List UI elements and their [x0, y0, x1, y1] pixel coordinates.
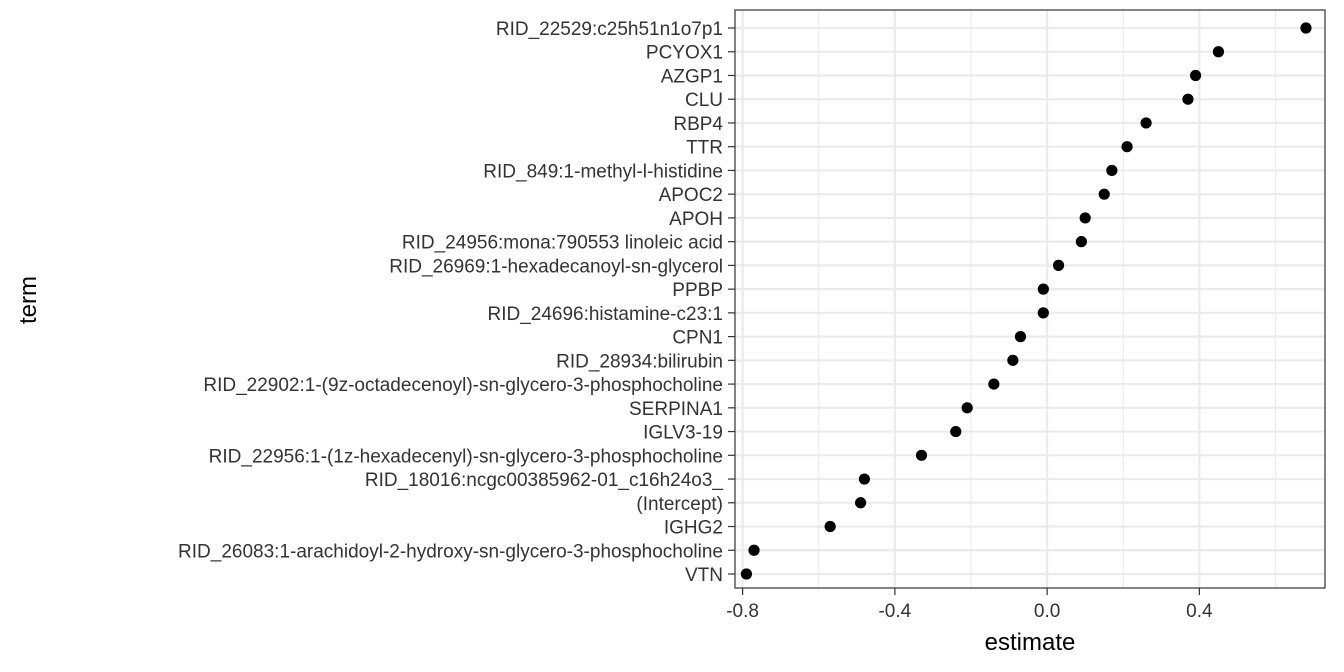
- y-tick-label: IGHG2: [664, 518, 723, 539]
- data-point: [1140, 117, 1152, 129]
- data-point: [1075, 236, 1087, 248]
- data-point: [1052, 259, 1065, 271]
- y-tick-label: PCYOX1: [646, 43, 723, 64]
- x-tick-label: -0.4: [878, 601, 911, 622]
- data-points: [740, 22, 1312, 580]
- panel-background: [735, 10, 1325, 588]
- y-tick-label: RID_849:1-methyl-l-histidine: [483, 161, 723, 182]
- x-tick-label: 0.0: [1034, 601, 1060, 622]
- y-tick-label: RID_22956:1-(1z-hexadecenyl)-sn-glycero-…: [209, 446, 723, 467]
- data-point: [1014, 331, 1027, 343]
- data-point: [1007, 354, 1019, 366]
- data-point: [748, 544, 760, 556]
- y-tick-label: CLU: [685, 90, 723, 111]
- data-point: [1189, 69, 1202, 82]
- x-tick-label: -0.8: [726, 601, 759, 622]
- data-point: [855, 497, 867, 509]
- y-tick-label: RID_26083:1-arachidoyl-2-hydroxy-sn-glyc…: [178, 541, 723, 562]
- data-point: [1212, 46, 1225, 58]
- y-tick-label: RID_22902:1-(9z-octadecenoyl)-sn-glycero…: [203, 375, 723, 396]
- y-tick-label: RID_26969:1-hexadecanoyl-sn-glycerol: [389, 256, 723, 277]
- data-point: [950, 425, 962, 438]
- data-point: [988, 378, 1000, 390]
- y-tick-label: RBP4: [673, 114, 723, 135]
- y-tick-label: CPN1: [672, 328, 723, 349]
- major-gridlines: [735, 10, 1325, 588]
- data-point: [1037, 307, 1049, 319]
- data-point: [1121, 141, 1133, 153]
- data-point: [1300, 22, 1312, 34]
- x-axis-title: estimate: [985, 629, 1076, 656]
- minor-gridlines: [818, 10, 1277, 588]
- x-tick-label: 0.4: [1186, 601, 1213, 622]
- y-axis-title: term: [15, 276, 42, 324]
- data-point: [824, 520, 836, 533]
- y-tick-label: PPBP: [672, 280, 723, 301]
- data-point: [740, 568, 753, 580]
- x-axis: -0.8 -0.4 0.0 0.4: [726, 588, 1213, 622]
- data-point: [1079, 212, 1091, 224]
- data-point: [1106, 164, 1118, 177]
- y-tick-label: RID_28934:bilirubin: [556, 351, 723, 372]
- data-point: [1182, 93, 1194, 105]
- y-tick-label: RID_22529:c25h51n1o7p1: [496, 19, 723, 40]
- y-tick-label: VTN: [685, 565, 723, 586]
- panel-border: [734, 9, 1326, 589]
- y-tick-label: (Intercept): [636, 494, 723, 515]
- y-tick-label: SERPINA1: [629, 399, 723, 420]
- y-tick-label: TTR: [686, 138, 723, 159]
- data-point: [915, 449, 928, 461]
- data-point: [1037, 283, 1049, 295]
- y-tick-label: IGLV3-19: [643, 423, 723, 444]
- y-tick-label: RID_24696:histamine-c23:1: [487, 304, 723, 325]
- data-point: [961, 402, 973, 414]
- data-point: [858, 473, 871, 485]
- data-point: [1098, 188, 1110, 200]
- y-tick-label: RID_18016:ncgc00385962-01_c16h24o3_: [365, 470, 724, 491]
- y-tick-label: RID_24956:mona:790553 linoleic acid: [402, 233, 723, 254]
- y-tick-label: AZGP1: [661, 66, 723, 87]
- y-tick-label: APOH: [669, 209, 723, 230]
- y-tick-label: APOC2: [659, 185, 723, 206]
